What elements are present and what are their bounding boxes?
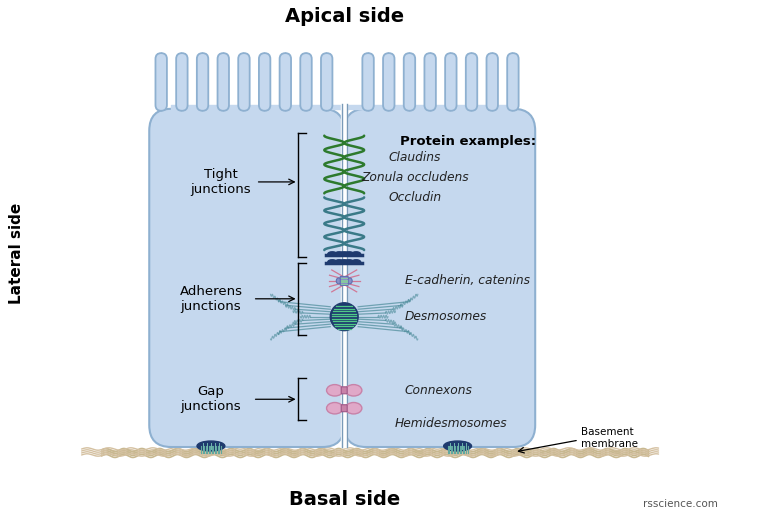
FancyBboxPatch shape [300,53,312,111]
FancyBboxPatch shape [425,53,436,111]
FancyBboxPatch shape [341,405,347,412]
Ellipse shape [345,260,353,264]
Ellipse shape [326,384,343,396]
Ellipse shape [347,278,353,284]
FancyBboxPatch shape [340,277,348,286]
FancyBboxPatch shape [149,109,344,447]
FancyBboxPatch shape [155,53,167,111]
FancyBboxPatch shape [217,53,229,111]
Text: Claudins
Zonula occludens
Occludin: Claudins Zonula occludens Occludin [361,151,468,204]
FancyBboxPatch shape [341,387,347,394]
FancyBboxPatch shape [486,53,498,111]
Text: Protein examples:: Protein examples: [400,135,536,148]
Ellipse shape [328,260,336,264]
Ellipse shape [339,252,349,256]
FancyBboxPatch shape [197,53,208,111]
Ellipse shape [444,441,472,451]
Text: Apical side: Apical side [285,7,404,26]
FancyBboxPatch shape [259,53,270,111]
Text: Adherens
junctions: Adherens junctions [180,285,243,313]
Text: rsscience.com: rsscience.com [644,499,718,509]
Ellipse shape [330,303,358,331]
Ellipse shape [339,260,349,264]
Text: Lateral side: Lateral side [9,202,25,304]
Ellipse shape [352,252,361,256]
FancyBboxPatch shape [344,109,535,447]
Ellipse shape [346,403,362,414]
Ellipse shape [335,260,344,264]
Text: Connexons: Connexons [405,384,473,397]
Ellipse shape [326,403,343,414]
FancyBboxPatch shape [404,53,415,111]
Text: E-cadherin, catenins: E-cadherin, catenins [405,275,530,288]
Ellipse shape [335,252,344,256]
Ellipse shape [346,384,362,396]
Text: Tight
junctions: Tight junctions [190,168,251,196]
Text: Basal side: Basal side [289,490,400,509]
Ellipse shape [345,252,353,256]
Ellipse shape [328,252,336,256]
Text: Desmosomes: Desmosomes [405,310,487,323]
FancyBboxPatch shape [445,53,456,111]
FancyBboxPatch shape [362,53,374,111]
FancyBboxPatch shape [383,53,395,111]
Ellipse shape [197,441,225,451]
Text: Hemidesmosomes: Hemidesmosomes [395,417,508,429]
FancyBboxPatch shape [466,53,477,111]
FancyBboxPatch shape [280,53,291,111]
Text: Gap
junctions: Gap junctions [180,385,241,413]
FancyBboxPatch shape [507,53,518,111]
Ellipse shape [352,260,361,264]
FancyBboxPatch shape [321,53,333,111]
FancyBboxPatch shape [176,53,187,111]
Text: Basement
membrane: Basement membrane [581,427,638,449]
Ellipse shape [336,278,341,284]
FancyBboxPatch shape [238,53,250,111]
